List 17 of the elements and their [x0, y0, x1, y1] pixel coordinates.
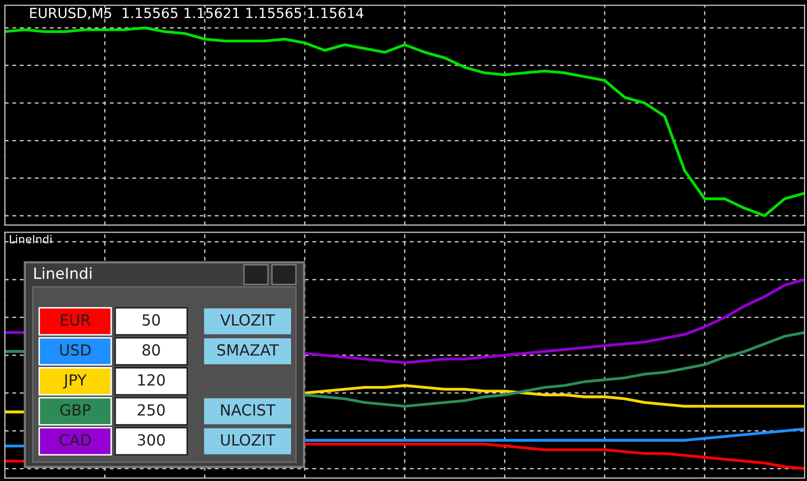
legend-title: LineIndi [34, 267, 92, 280]
annotation: VLOZIT [220, 314, 275, 326]
annotation: 250 [138, 404, 165, 416]
text: EUR [60, 314, 91, 326]
text: GBP [60, 404, 90, 416]
text: CAD [60, 434, 91, 446]
text: JPY [63, 374, 87, 389]
annotation: 300 [138, 434, 165, 446]
annotation: 50 [142, 314, 160, 326]
text: USD [60, 344, 91, 356]
chart-title: EURUSD,M5 1.15565 1.15621 1.15565 1.15614 [30, 8, 364, 20]
annotation: 80 [142, 344, 160, 356]
annotation: 120 [138, 374, 165, 386]
annotation: SMAZAT [217, 344, 279, 356]
annotation: NACIST [221, 404, 276, 416]
chart-title: LineIndi [10, 234, 52, 244]
annotation: ULOZIT [221, 434, 276, 446]
